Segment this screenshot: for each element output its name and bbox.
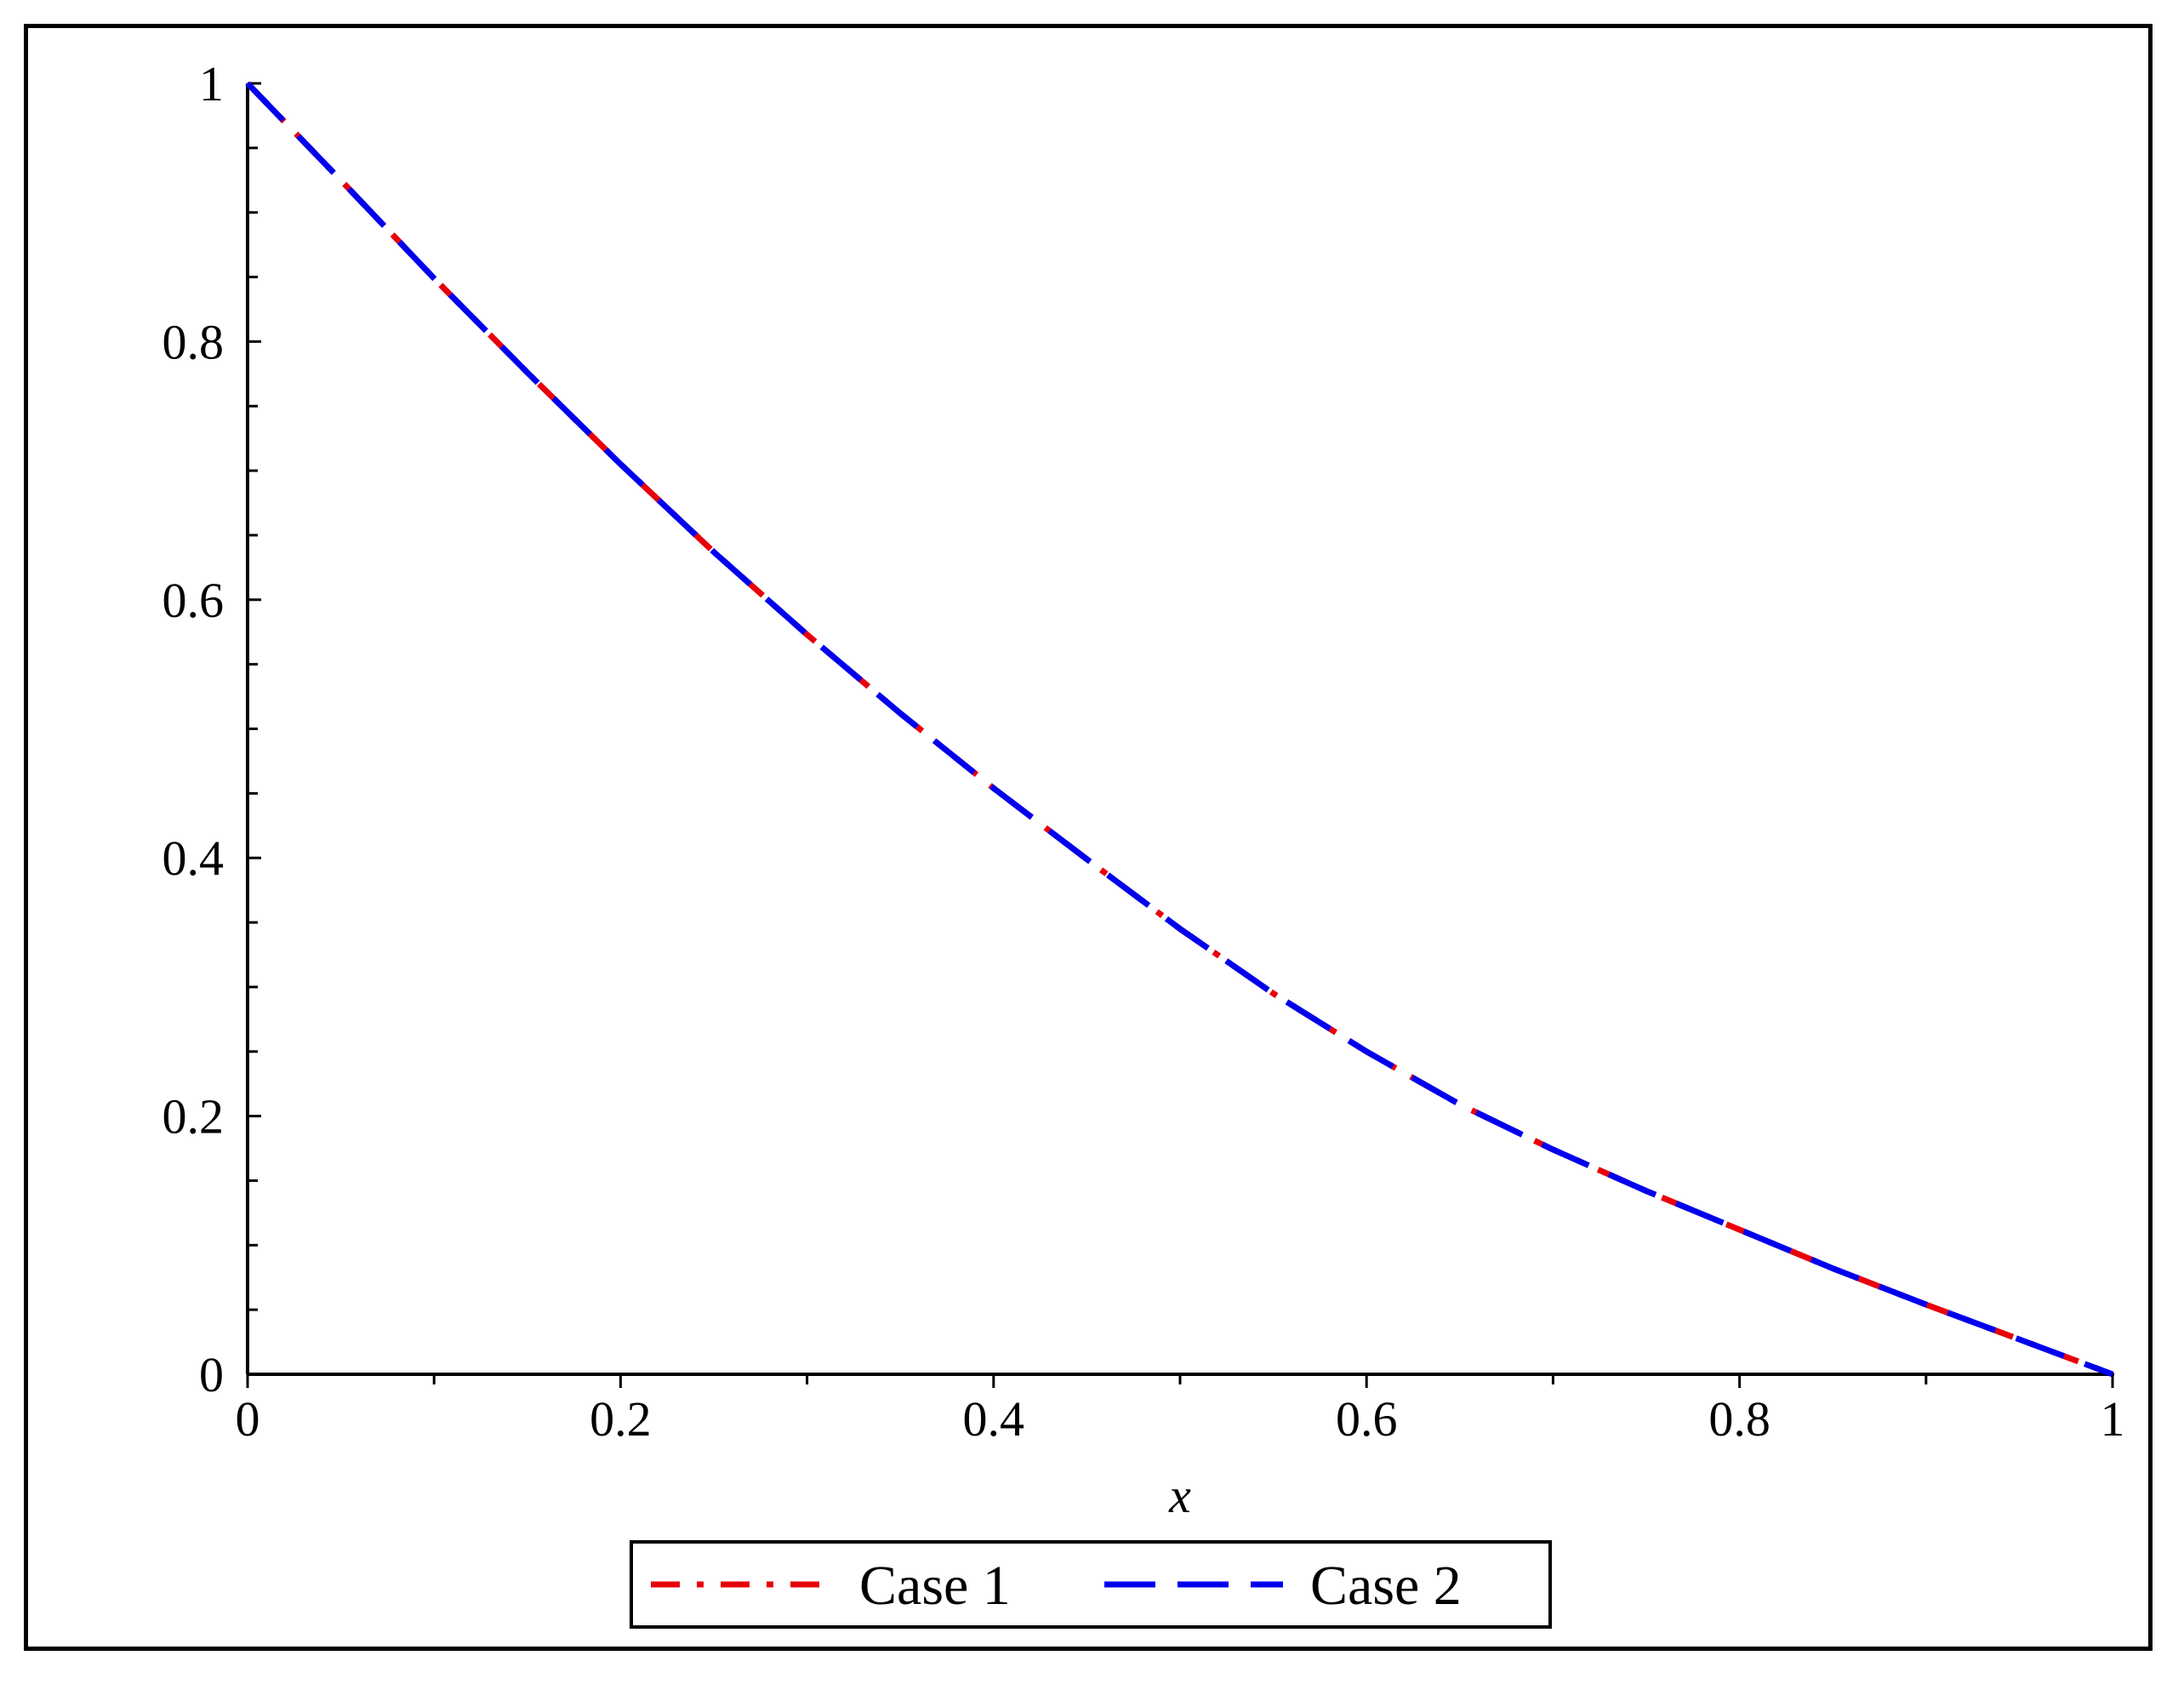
legend: Case 1 Case 2 [630,1540,1552,1629]
figure-frame [24,24,2153,1651]
y-tick-label: 1 [199,56,224,111]
x-tick-label: 0.4 [963,1391,1025,1447]
y-tick-label: 0.4 [163,831,225,886]
legend-box [630,1540,1552,1629]
axes: 0 0.2 0.4 0.6 0.8 1 0 0.2 0.4 0.6 0.8 1 x [163,56,2125,1523]
y-tick-label: 0.2 [163,1089,225,1145]
legend-label-case-2: Case 2 [1310,1555,1462,1617]
y-axis-ticks: 0 0.2 0.4 0.6 0.8 1 [163,56,261,1402]
x-tick-label: 1 [2101,1391,2125,1447]
x-tick-label: 0.2 [590,1391,652,1447]
legend-label-case-1: Case 1 [859,1555,1011,1617]
x-tick-label: 0.6 [1336,1391,1398,1447]
y-tick-label: 0 [199,1347,224,1402]
series-line-case-1 [245,81,2114,1378]
y-tick-label: 0.8 [163,314,225,369]
x-axis-ticks: 0 0.2 0.4 0.6 0.8 1 [236,1374,2125,1447]
series-layer [245,81,2114,1378]
x-tick-label: 0 [236,1391,260,1447]
x-axis-label: x [1168,1468,1191,1523]
y-tick-label: 0.6 [163,573,225,628]
x-tick-label: 0.8 [1708,1391,1771,1447]
series-line-case-2 [245,81,2114,1378]
